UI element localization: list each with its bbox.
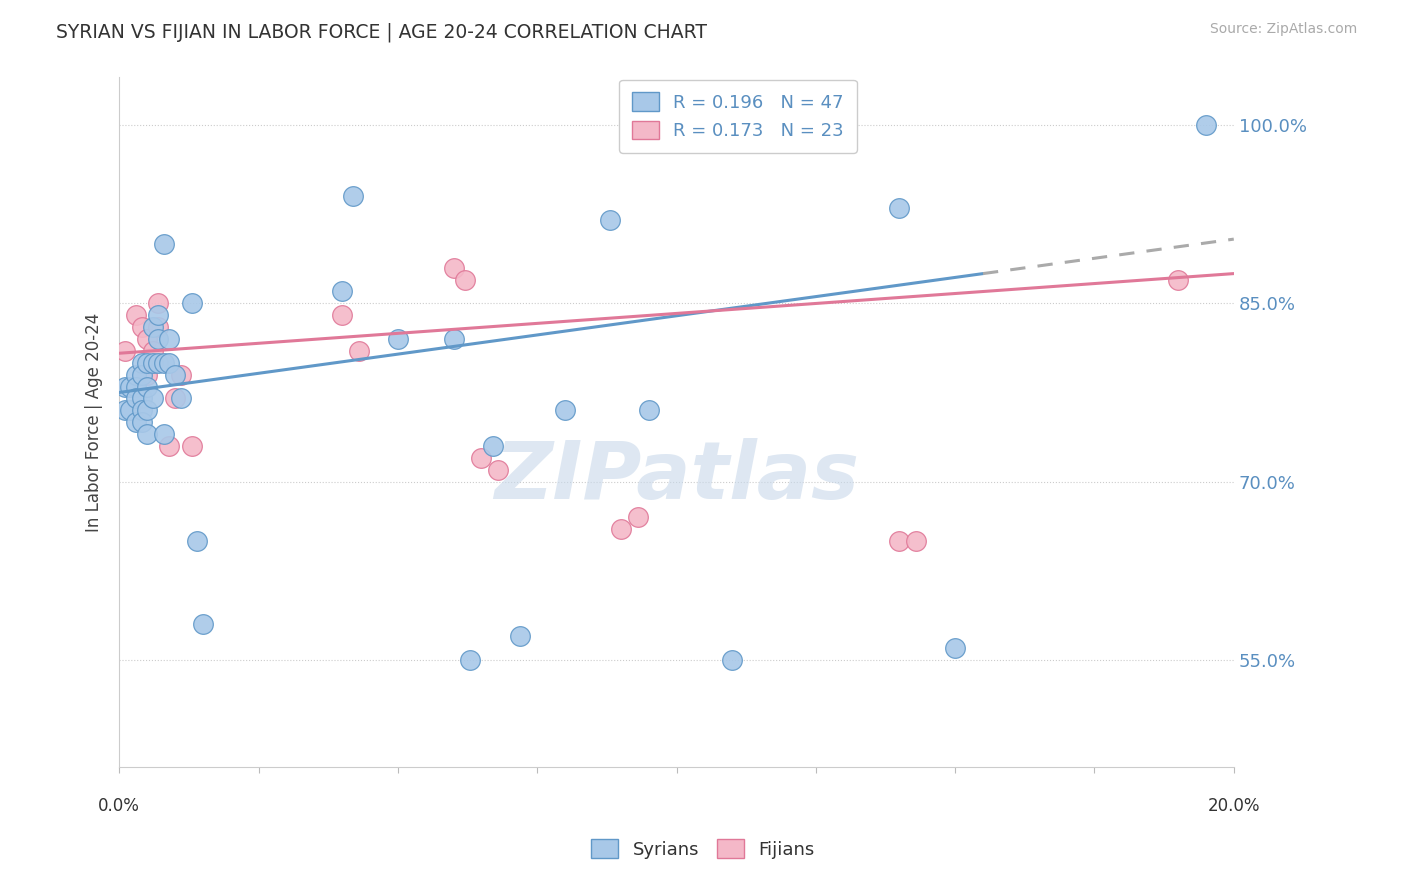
Point — [626, 510, 648, 524]
Point — [486, 463, 509, 477]
Point — [142, 320, 165, 334]
Point — [470, 450, 492, 465]
Point — [905, 534, 928, 549]
Point — [460, 653, 482, 667]
Point — [330, 285, 353, 299]
Point — [148, 308, 170, 322]
Point — [330, 308, 353, 322]
Point — [114, 379, 136, 393]
Point — [131, 356, 153, 370]
Point — [721, 653, 744, 667]
Point — [153, 356, 176, 370]
Point — [148, 296, 170, 310]
Point — [163, 392, 186, 406]
Text: ZIPatlas: ZIPatlas — [494, 438, 859, 516]
Point — [148, 332, 170, 346]
Point — [131, 320, 153, 334]
Point — [159, 356, 181, 370]
Point — [387, 332, 409, 346]
Point — [1167, 272, 1189, 286]
Point — [131, 392, 153, 406]
Legend: R = 0.196   N = 47, R = 0.173   N = 23: R = 0.196 N = 47, R = 0.173 N = 23 — [619, 79, 856, 153]
Point — [186, 534, 208, 549]
Point — [125, 308, 148, 322]
Y-axis label: In Labor Force | Age 20-24: In Labor Force | Age 20-24 — [86, 312, 103, 532]
Point — [159, 332, 181, 346]
Point — [153, 427, 176, 442]
Point — [148, 356, 170, 370]
Point — [142, 356, 165, 370]
Point — [136, 379, 159, 393]
Point — [136, 403, 159, 417]
Point — [125, 415, 148, 429]
Point — [481, 439, 503, 453]
Point — [554, 403, 576, 417]
Legend: Syrians, Fijians: Syrians, Fijians — [581, 829, 825, 870]
Point — [125, 392, 148, 406]
Point — [125, 379, 148, 393]
Point — [163, 368, 186, 382]
Text: 0.0%: 0.0% — [98, 797, 141, 814]
Point — [889, 534, 911, 549]
Point — [159, 439, 181, 453]
Point — [131, 415, 153, 429]
Point — [443, 260, 465, 275]
Point — [153, 236, 176, 251]
Point — [114, 343, 136, 358]
Point — [169, 368, 191, 382]
Point — [342, 189, 364, 203]
Point — [180, 296, 202, 310]
Point — [136, 332, 159, 346]
Text: Source: ZipAtlas.com: Source: ZipAtlas.com — [1209, 22, 1357, 37]
Point — [131, 368, 153, 382]
Point — [1195, 118, 1218, 132]
Point — [142, 392, 165, 406]
Point — [637, 403, 659, 417]
Point — [180, 439, 202, 453]
Point — [943, 641, 966, 656]
Point — [125, 368, 148, 382]
Point — [347, 343, 370, 358]
Point — [120, 403, 142, 417]
Point — [191, 617, 214, 632]
Point — [443, 332, 465, 346]
Point — [610, 522, 633, 536]
Point — [509, 629, 531, 643]
Text: 20.0%: 20.0% — [1208, 797, 1260, 814]
Point — [136, 427, 159, 442]
Point — [169, 392, 191, 406]
Point — [131, 403, 153, 417]
Point — [599, 213, 621, 227]
Point — [136, 356, 159, 370]
Text: SYRIAN VS FIJIAN IN LABOR FORCE | AGE 20-24 CORRELATION CHART: SYRIAN VS FIJIAN IN LABOR FORCE | AGE 20… — [56, 22, 707, 42]
Point — [136, 368, 159, 382]
Point — [454, 272, 477, 286]
Point — [114, 403, 136, 417]
Point — [889, 201, 911, 215]
Point — [148, 320, 170, 334]
Point — [120, 379, 142, 393]
Point — [142, 343, 165, 358]
